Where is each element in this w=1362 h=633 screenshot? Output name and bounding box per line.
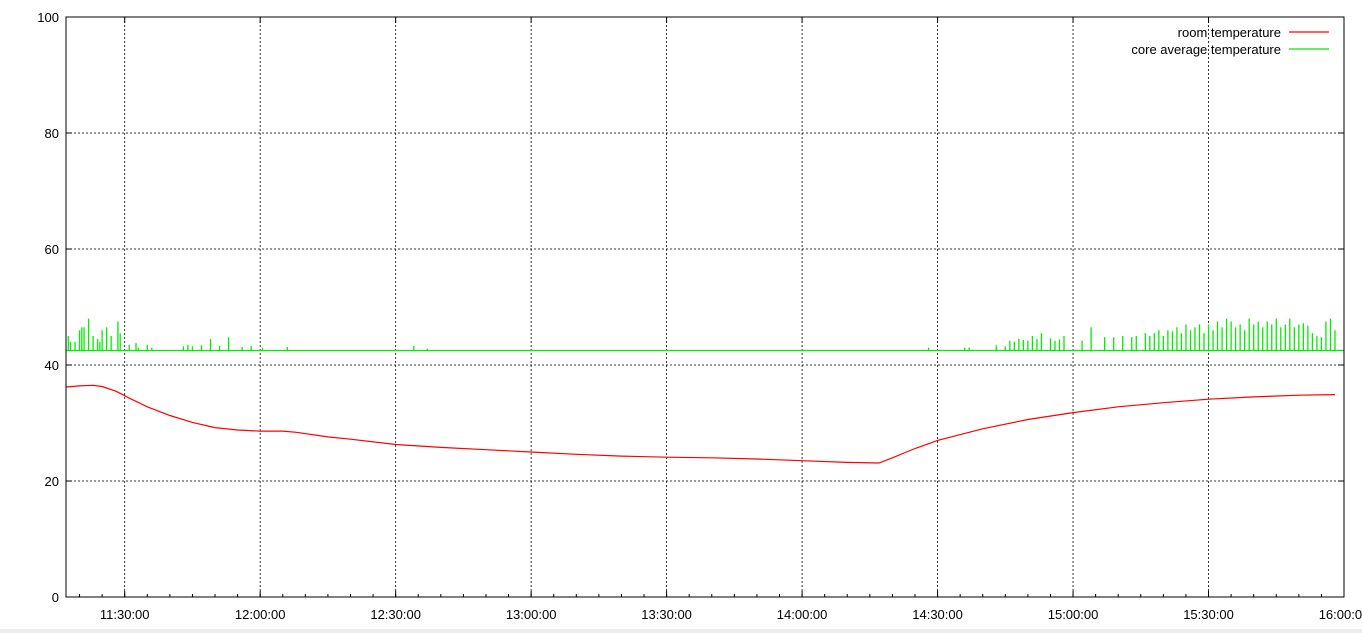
axis-labels: 0 20 40 60 80 100 11:30:00 12:00:00 12:30:00 13:0… xyxy=(37,10,1362,622)
legend-label: room temperature xyxy=(1178,25,1281,40)
x-tick-label: 12:30:00 xyxy=(370,607,421,622)
series-room-temperature xyxy=(65,384,1336,464)
y-tick-label: 80 xyxy=(45,126,59,141)
grid-lines xyxy=(66,17,1344,597)
legend-label: core average temperature xyxy=(1131,42,1281,57)
x-tick-label: 13:00:00 xyxy=(506,607,557,622)
y-tick-label: 0 xyxy=(52,590,59,605)
x-tick-label: 11:30:00 xyxy=(100,607,150,622)
window-bottom-edge xyxy=(0,629,1362,633)
x-tick-label: 15:30:00 xyxy=(1183,607,1234,622)
x-tick-label: 14:00:00 xyxy=(777,607,828,622)
x-tick-label: 14:30:00 xyxy=(912,607,963,622)
x-tick-label: 12:00:00 xyxy=(235,607,286,622)
x-tick-label: 16:00:00 xyxy=(1319,607,1362,622)
x-tick-label: 13:30:00 xyxy=(641,607,692,622)
y-tick-label: 60 xyxy=(45,242,59,257)
legend: room temperature core average temperature xyxy=(1131,25,1329,57)
y-tick-label: 20 xyxy=(45,474,59,489)
y-tick-label: 40 xyxy=(45,358,59,373)
axis-ticks xyxy=(66,16,1345,598)
x-tick-label: 15:00:00 xyxy=(1048,607,1099,622)
plot-frame xyxy=(65,16,1345,598)
y-tick-label: 100 xyxy=(37,10,59,25)
series-layer xyxy=(65,318,1344,464)
